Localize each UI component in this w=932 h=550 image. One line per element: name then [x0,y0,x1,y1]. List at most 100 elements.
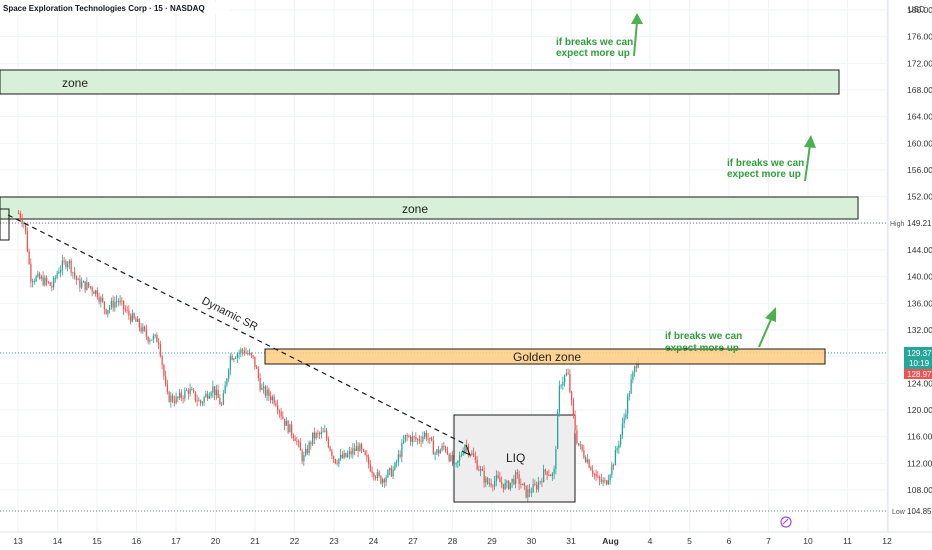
candle-body [86,282,88,290]
candle-body [294,438,296,442]
candle-body [140,327,142,332]
liq-box[interactable] [453,414,576,503]
candle-body [490,483,492,486]
candle-body [546,471,548,476]
candle-body [203,397,205,403]
x-tick-label: 28 [448,536,458,546]
candle-body [133,313,135,319]
candle-body [135,318,137,322]
candle-body [410,436,412,442]
candle-body [42,276,44,286]
candle-body [149,340,151,342]
candle-body [625,413,627,418]
candle-body [634,366,636,373]
candle-body [345,452,347,458]
candle-body [47,281,50,283]
golden-zone-box[interactable] [264,348,826,365]
candle-body [37,273,39,277]
candle-body [600,479,603,483]
liq-rect[interactable] [453,414,576,503]
candle-body [450,455,452,461]
high-tag-value: 149.21 [907,219,932,228]
candle-body [221,404,223,406]
candle-body [32,281,34,283]
candle-body [152,335,155,340]
candle-body [222,393,225,405]
candle-body [413,436,415,438]
candle-body [628,393,631,397]
candle-body [508,481,510,490]
candle-body [583,450,585,458]
candle-body [112,300,114,308]
candle-body [266,389,268,396]
candle-body [303,455,305,462]
zone-upper[interactable]: zone [0,69,840,95]
candle-body [621,423,624,435]
zone-upper-box[interactable] [0,69,840,95]
time-axis-bg[interactable] [0,532,932,550]
candle-body [623,417,625,424]
candle-body [614,450,617,466]
candle-body [306,448,309,454]
candle-body [446,450,449,455]
candle-body [58,272,60,274]
candle-body [210,392,212,396]
candle-body [165,376,167,385]
high-tag-label: High [890,221,905,228]
candle-body [320,431,323,435]
candle-body [541,481,543,483]
candle-body [56,273,58,278]
zone-lower-label: zone [402,202,428,216]
arrow-top [631,13,643,57]
candle-body [287,420,289,433]
candle-body [233,358,235,360]
candle-body [172,395,174,402]
candle-body [387,470,389,478]
candle-body [415,436,417,440]
candle-body [602,480,604,483]
candle-body [247,352,249,355]
candle-body [215,389,218,396]
low-tag: Low 104.85 [892,506,932,517]
candle-body [618,444,620,449]
candle-body [270,396,272,401]
candle-body [65,261,67,268]
candle-body [403,440,405,443]
price-axis-bg[interactable] [888,0,932,532]
candle-body [79,279,81,288]
candle-body [593,473,596,475]
golden-zone[interactable]: Golden zone [264,348,826,365]
candle-body [107,310,109,314]
dynamic-sr-line[interactable] [7,214,466,445]
candle-body [513,478,515,484]
candle-body [483,470,485,483]
candle-body [177,396,179,399]
candle-body [312,432,314,445]
chart-title: Space Exploration Technologies Corp · 15… [3,4,205,13]
zone-lower[interactable]: zone [0,196,859,220]
candle-body [599,476,601,480]
candle-body [196,400,198,402]
candle-body [292,434,295,439]
candle-body [245,352,247,354]
candle-body [214,386,216,396]
candle-body [359,444,361,452]
candle-body [478,469,480,471]
candle-body [170,395,172,402]
candle-body [289,424,291,433]
candle-body [229,356,232,370]
liq-label: LIQ [506,451,525,465]
candle-body [212,386,214,393]
candle-body [555,448,557,470]
candle-body [595,473,597,477]
candle-body [208,395,211,399]
candle-body [179,392,181,399]
candle-body [375,476,377,479]
candle-body [558,385,561,413]
candle-body [536,484,538,490]
candle-body [93,291,95,295]
candle-body [308,442,310,454]
candle-body [147,336,149,342]
zone-lower-box[interactable] [0,196,859,220]
